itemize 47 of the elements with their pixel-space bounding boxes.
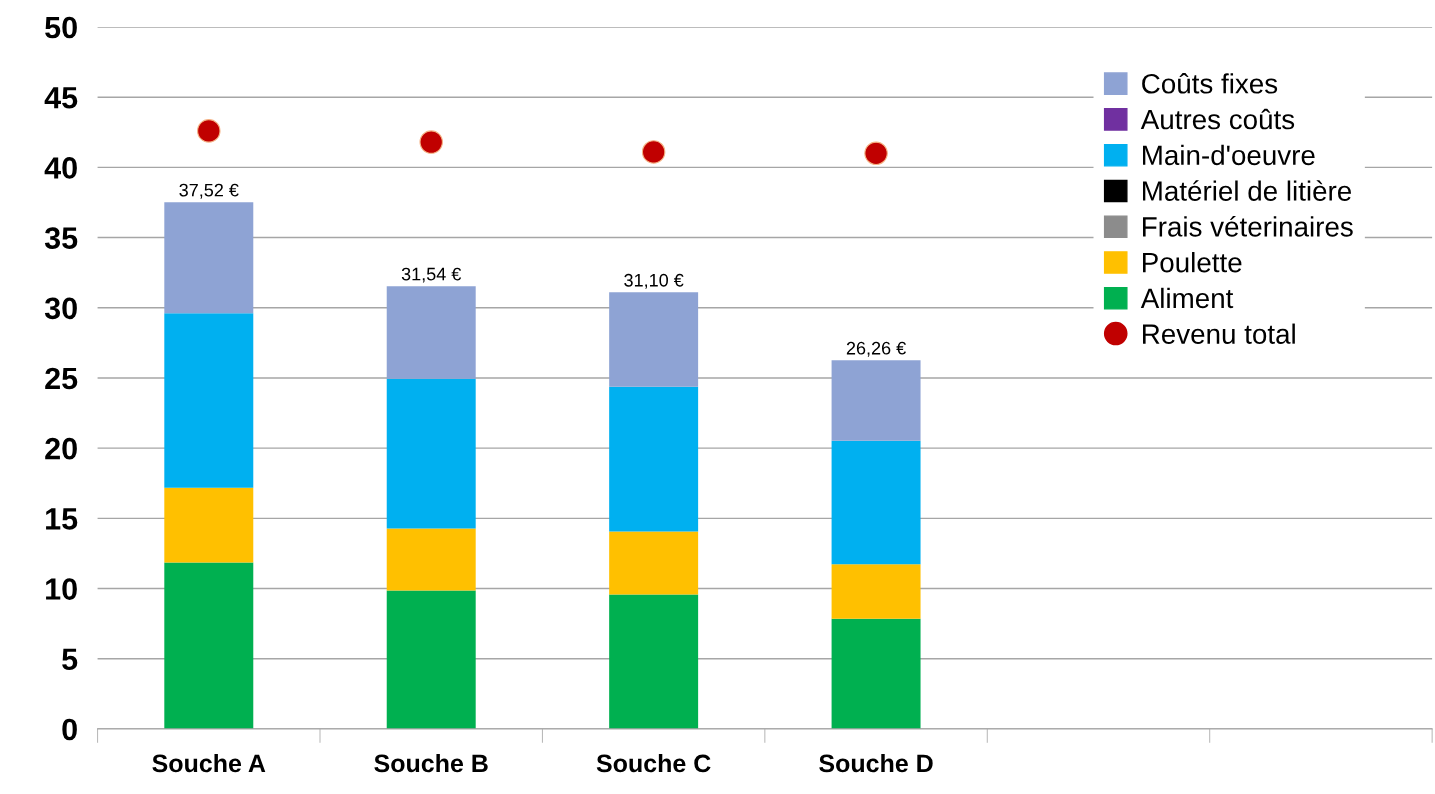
legend-label: Frais véterinaires <box>1143 215 1353 237</box>
bar <box>386 528 476 591</box>
y-tick-label: 5 <box>62 648 78 671</box>
y-tick-label: 30 <box>44 297 77 320</box>
legend-label: Aliment <box>1140 287 1234 309</box>
bar <box>609 531 699 595</box>
legend-label: Main-d'oeuvre <box>1143 144 1315 166</box>
y-tick-label: 0 <box>62 718 77 741</box>
point <box>864 141 888 166</box>
y-tick-label: 15 <box>46 508 78 530</box>
y-tick-label: 10 <box>46 578 77 600</box>
bar <box>386 286 476 379</box>
point <box>419 130 443 154</box>
bar <box>831 618 921 729</box>
bar <box>164 202 254 314</box>
y-tick-label: 35 <box>44 227 78 249</box>
bar <box>386 378 476 529</box>
legend-label: Poulette <box>1143 252 1242 273</box>
bar <box>609 594 699 729</box>
total-label: 31,10 € <box>624 273 684 289</box>
y-tick-label: 40 <box>44 157 77 179</box>
total-label: 31,54 € <box>401 267 462 283</box>
x-tick-label: Souche A <box>152 753 266 773</box>
bar <box>164 313 254 488</box>
bar <box>831 564 921 619</box>
legend-label: Coûts fixes <box>1142 73 1278 94</box>
y-tick-label: 45 <box>44 87 78 109</box>
bar <box>831 360 921 441</box>
x-tick-label: Souche C <box>596 753 711 773</box>
legend-label: Matériel de litière <box>1143 180 1352 201</box>
bar <box>386 590 476 729</box>
bar <box>831 440 921 565</box>
legend-label: Revenu total <box>1143 323 1295 344</box>
bar <box>164 562 254 729</box>
bar <box>164 487 254 563</box>
legend-label: Autres coûts <box>1140 108 1295 130</box>
y-tick-label: 25 <box>45 367 78 390</box>
total-label: 37,52 € <box>179 183 239 199</box>
y-tick-label: 20 <box>45 437 77 460</box>
y-tick-label: 50 <box>45 16 77 39</box>
total-label: 26,26 € <box>846 341 906 357</box>
point <box>197 119 221 143</box>
x-tick-label: Souche D <box>819 753 933 773</box>
bar <box>609 386 699 532</box>
bar <box>609 292 699 387</box>
x-tick-label: Souche B <box>374 753 488 773</box>
point <box>641 140 666 164</box>
